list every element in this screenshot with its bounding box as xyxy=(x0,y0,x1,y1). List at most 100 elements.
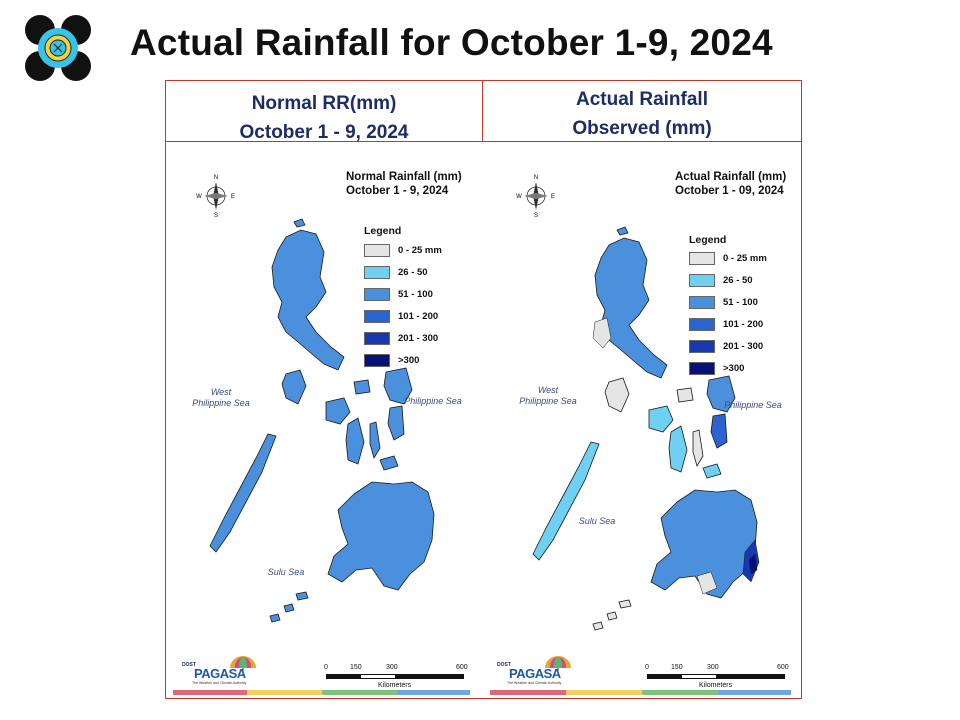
legend-swatch xyxy=(689,361,715,375)
right-header-line2: Observed (mm) xyxy=(572,118,712,139)
legend-label: 51 - 100 xyxy=(723,296,758,308)
left-panel-header: Normal RR(mm) October 1 - 9, 2024 xyxy=(166,89,482,147)
pagasa-brand: DOST PAGASA The Weather and Climate Auth… xyxy=(180,654,260,690)
region-babuyan xyxy=(616,226,629,236)
compass-s: S xyxy=(214,213,218,218)
sea-label-east: Philippine Sea xyxy=(404,396,462,406)
sea-label-west: West Philippine Sea xyxy=(519,385,577,406)
region-negros xyxy=(668,425,688,473)
legend-swatch xyxy=(364,353,390,367)
region-masbate xyxy=(676,387,694,403)
map-title: Normal Rainfall (mm) October 1 - 9, 2024 xyxy=(346,170,462,198)
sea-label-sulu: Sulu Sea xyxy=(578,516,616,526)
legend-item: 201 - 300 xyxy=(689,339,763,353)
legend-swatch xyxy=(364,331,390,345)
region-leyte xyxy=(387,405,405,441)
legend-label: 101 - 200 xyxy=(398,310,439,322)
sea-label-west: West Philippine Sea xyxy=(192,387,250,408)
compass-rose-icon: N S W E xyxy=(516,175,555,218)
region-masbate xyxy=(353,379,371,395)
region-leyte xyxy=(710,413,728,449)
pagasa-seal-logo xyxy=(24,14,92,82)
region-mindoro xyxy=(604,377,630,413)
legend-item: >300 xyxy=(364,353,419,367)
region-samar xyxy=(383,367,413,405)
right-panel-header: Actual Rainfall Observed (mm) xyxy=(483,85,801,143)
legend-item: 0 - 25 mm xyxy=(364,243,442,257)
legend-label: >300 xyxy=(723,362,745,374)
svg-text:N: N xyxy=(534,175,538,181)
region-mindoro xyxy=(281,369,307,405)
patch-s-mindanao-dry xyxy=(696,571,718,595)
region-sulu-arch xyxy=(592,599,632,631)
map-title-line2: October 1 - 09, 2024 xyxy=(675,185,784,197)
color-strip xyxy=(490,690,566,695)
compass-w: W xyxy=(196,194,202,200)
region-cebu xyxy=(692,429,704,467)
map-title: Actual Rainfall (mm) October 1 - 09, 202… xyxy=(675,170,786,198)
legend-item: >300 xyxy=(689,361,744,375)
compass-e: E xyxy=(231,194,235,200)
legend-item: 51 - 100 xyxy=(689,295,758,309)
header-underline xyxy=(165,141,802,142)
legend-item: 201 - 300 xyxy=(364,331,438,345)
legend-item: 26 - 50 xyxy=(689,273,753,287)
svg-text:S: S xyxy=(534,213,538,218)
region-cebu xyxy=(369,421,381,459)
left-header-line1: Normal RR(mm) xyxy=(251,93,397,114)
legend-item: 26 - 50 xyxy=(364,265,428,279)
normal-rainfall-map-panel: N S W E Normal Rainfall (mm) October 1 -… xyxy=(166,142,482,698)
pagasa-brand: DOST PAGASA The Weather and Climate Auth… xyxy=(495,654,575,690)
legend-swatch xyxy=(689,273,715,287)
region-luzon xyxy=(271,229,345,371)
region-palawan xyxy=(209,433,277,553)
right-header-line1: Actual Rainfall xyxy=(576,89,708,110)
legend-label: 0 - 25 mm xyxy=(398,244,442,256)
region-panay xyxy=(648,405,674,433)
legend-label: 51 - 100 xyxy=(398,288,433,300)
region-negros xyxy=(345,417,365,465)
patch-se-mindanao-extreme xyxy=(748,553,758,575)
map-title-line1: Normal Rainfall (mm) xyxy=(346,171,462,183)
region-bohol xyxy=(379,455,399,471)
pagasa-umbrella-icon xyxy=(230,656,256,675)
left-header-line2: October 1 - 9, 2024 xyxy=(239,122,409,143)
legend-item: 101 - 200 xyxy=(364,309,438,323)
legend-item: 101 - 200 xyxy=(689,317,763,331)
legend-swatch xyxy=(364,287,390,301)
sea-label-east: Philippine Sea xyxy=(724,400,782,410)
legend-label: 26 - 50 xyxy=(398,266,428,278)
header-divider xyxy=(482,80,483,142)
legend-swatch xyxy=(689,339,715,353)
map-title-line2: October 1 - 9, 2024 xyxy=(346,185,449,197)
legend-title: Legend xyxy=(689,234,727,246)
svg-text:W: W xyxy=(516,194,522,200)
compass-n: N xyxy=(214,175,218,181)
philippines-map-actual xyxy=(532,226,760,631)
region-luzon xyxy=(594,237,668,379)
region-palawan xyxy=(532,441,600,561)
legend-label: 0 - 25 mm xyxy=(723,252,767,264)
svg-text:E: E xyxy=(551,194,555,200)
patch-nw-luzon-dry xyxy=(592,317,612,349)
legend-label: 201 - 300 xyxy=(723,340,764,352)
legend-title: Legend xyxy=(364,225,402,237)
region-samar xyxy=(706,375,736,413)
legend-label: 26 - 50 xyxy=(723,274,753,286)
compass-rose-icon: N S W E xyxy=(196,175,235,218)
legend-swatch xyxy=(689,317,715,331)
legend-label: >300 xyxy=(398,354,420,366)
region-sulu-arch xyxy=(269,591,309,623)
map-title-line1: Actual Rainfall (mm) xyxy=(675,171,787,183)
region-babuyan xyxy=(293,218,306,228)
slide-title: Actual Rainfall for October 1-9, 2024 xyxy=(130,22,773,63)
region-bohol xyxy=(702,463,722,479)
comparison-frame xyxy=(165,80,802,699)
region-mindanao xyxy=(327,481,435,591)
philippines-map-normal xyxy=(209,218,435,623)
region-panay xyxy=(325,397,351,425)
region-mindanao xyxy=(650,489,758,599)
color-strip xyxy=(173,690,247,695)
legend-label: 101 - 200 xyxy=(723,318,764,330)
legend-swatch xyxy=(689,251,715,265)
